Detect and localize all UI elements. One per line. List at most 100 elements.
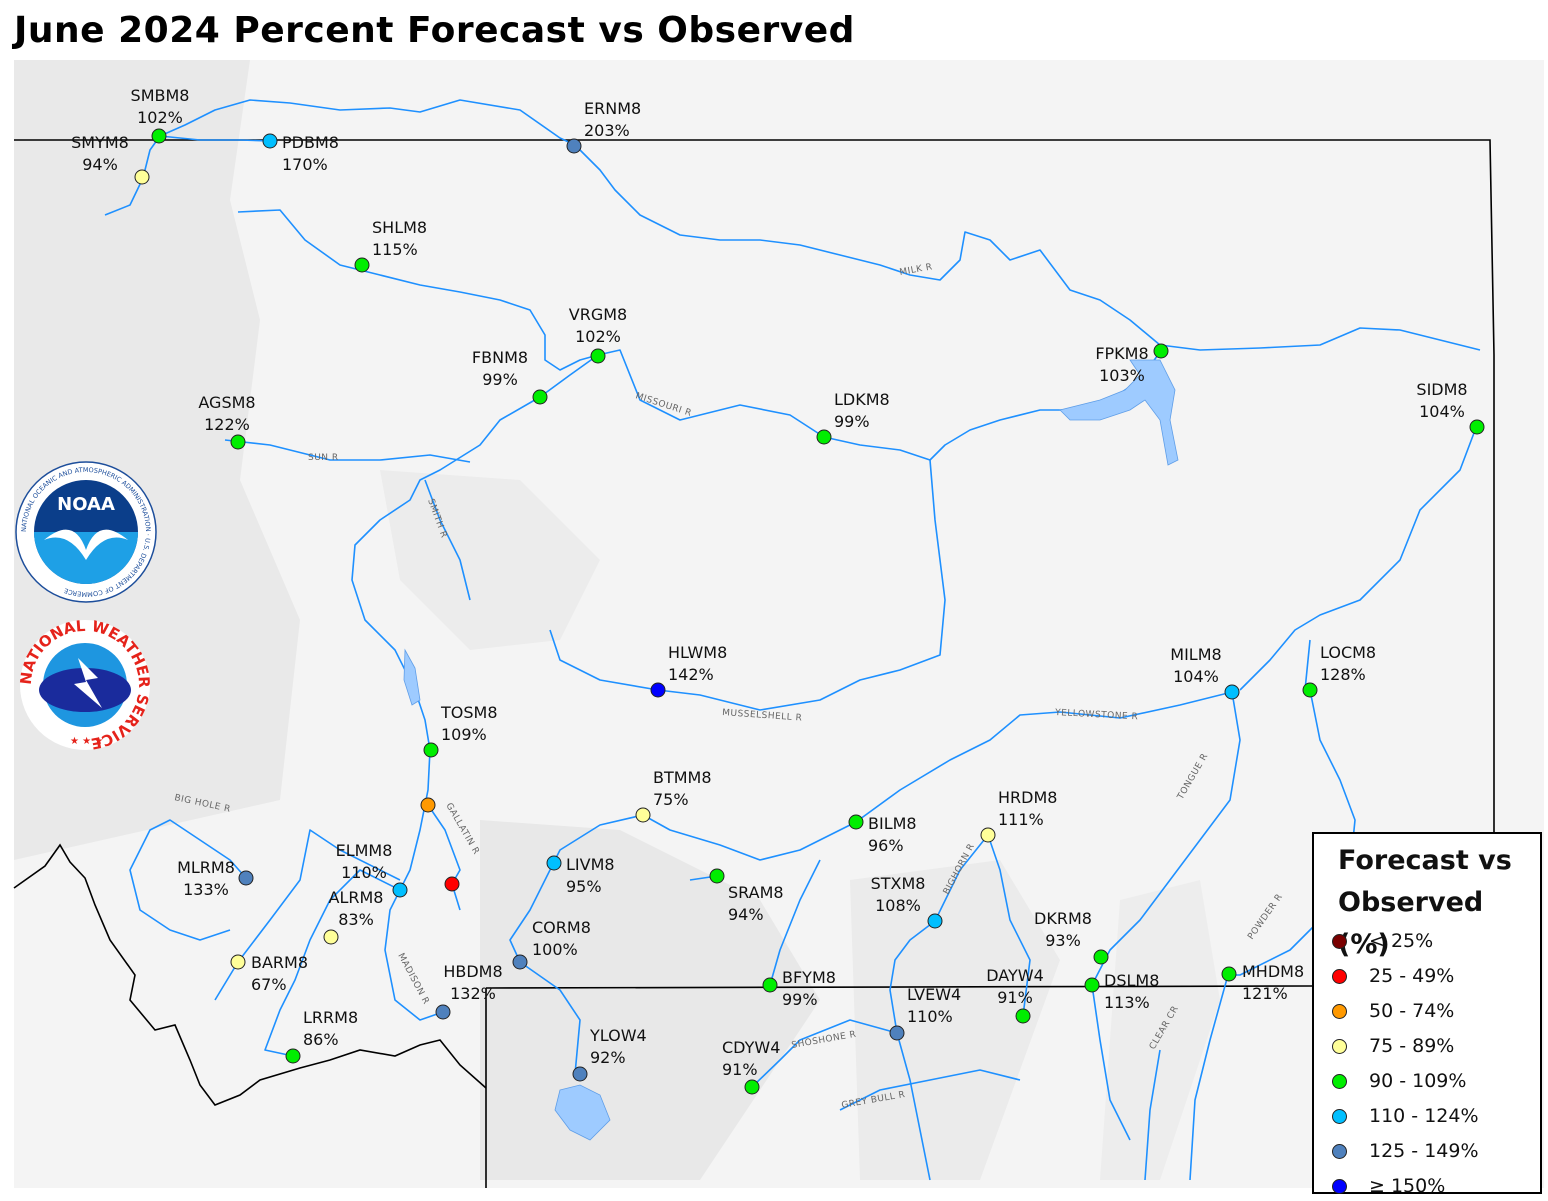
station-marker[interactable] <box>573 1067 587 1081</box>
station-id-label: LVEW4 <box>907 985 961 1004</box>
nws-logo: NATIONAL WEATHER SERVICE ★ ★ ★ <box>18 618 152 752</box>
station-id-label: CDYW4 <box>722 1038 780 1057</box>
station-id-label: CORM8 <box>532 918 591 937</box>
legend-swatch <box>1332 1179 1347 1194</box>
station-value-label: 104% <box>1419 402 1465 421</box>
station-id-label: BILM8 <box>868 814 917 833</box>
station-id-label: SHLM8 <box>372 218 427 237</box>
station-value-label: 102% <box>575 327 621 346</box>
station-marker[interactable] <box>239 871 253 885</box>
legend-title-line1: Forecast vs <box>1338 840 1540 882</box>
station-value-label: 94% <box>728 905 764 924</box>
station-marker[interactable] <box>263 134 277 148</box>
station-marker[interactable] <box>928 914 942 928</box>
station-marker[interactable] <box>424 743 438 757</box>
station-value-label: 95% <box>566 877 602 896</box>
legend-item: < 25% <box>1332 926 1433 956</box>
station-marker[interactable] <box>1016 1009 1030 1023</box>
station-marker[interactable] <box>651 683 665 697</box>
station-id-label: ELMM8 <box>336 841 393 860</box>
station-marker[interactable] <box>436 1005 450 1019</box>
station-id-label: DKRM8 <box>1034 909 1092 928</box>
legend-item: 110 - 124% <box>1332 1101 1479 1131</box>
station-value-label: 110% <box>907 1007 953 1026</box>
station-value-label: 122% <box>204 415 250 434</box>
station-id-label: LIVM8 <box>566 855 615 874</box>
legend-label: 90 - 109% <box>1369 1070 1466 1092</box>
station-value-label: 94% <box>82 155 118 174</box>
station-id-label: ERNM8 <box>584 99 641 118</box>
station-marker[interactable] <box>710 869 724 883</box>
station-marker[interactable] <box>1154 344 1168 358</box>
station-marker[interactable] <box>286 1049 300 1063</box>
legend-item: 50 - 74% <box>1332 996 1454 1026</box>
station-value-label: 203% <box>584 121 630 140</box>
station-value-label: 86% <box>303 1030 339 1049</box>
station-id-label: SMYM8 <box>71 133 129 152</box>
legend-label: 110 - 124% <box>1369 1105 1479 1127</box>
station-id-label: TOSM8 <box>440 703 498 722</box>
station-id-label: STXM8 <box>871 874 926 893</box>
legend-swatch <box>1332 1074 1347 1089</box>
station-value-label: 111% <box>998 810 1044 829</box>
station-marker[interactable] <box>591 349 605 363</box>
station-gallatin-unlabeled-1[interactable] <box>421 798 435 812</box>
station-marker[interactable] <box>324 930 338 944</box>
station-id-label: FBNM8 <box>472 348 528 367</box>
station-marker[interactable] <box>636 808 650 822</box>
station-value-label: 99% <box>782 990 818 1009</box>
legend-swatch <box>1332 934 1347 949</box>
station-marker[interactable] <box>445 877 459 891</box>
station-marker[interactable] <box>393 883 407 897</box>
station-marker[interactable] <box>981 828 995 842</box>
station-id-label: MILM8 <box>1170 645 1221 664</box>
station-marker[interactable] <box>231 435 245 449</box>
station-marker[interactable] <box>135 170 149 184</box>
station-id-label: MHDM8 <box>1242 962 1304 981</box>
station-marker[interactable] <box>890 1026 904 1040</box>
station-marker[interactable] <box>745 1080 759 1094</box>
station-value-label: 102% <box>137 108 183 127</box>
station-marker[interactable] <box>849 815 863 829</box>
station-marker[interactable] <box>152 129 166 143</box>
station-marker[interactable] <box>1094 950 1108 964</box>
legend-item: 25 - 49% <box>1332 961 1454 991</box>
station-marker[interactable] <box>513 955 527 969</box>
station-marker[interactable] <box>817 430 831 444</box>
station-gallatin-unlabeled-2[interactable] <box>445 877 459 891</box>
station-id-label: HBDM8 <box>443 962 502 981</box>
station-marker[interactable] <box>355 258 369 272</box>
station-value-label: 67% <box>251 975 287 994</box>
station-id-label: LRRM8 <box>303 1008 358 1027</box>
station-id-label: SMBM8 <box>131 86 190 105</box>
station-value-label: 93% <box>1045 931 1081 950</box>
station-marker[interactable] <box>231 955 245 969</box>
station-id-label: PDBM8 <box>282 133 339 152</box>
station-value-label: 75% <box>653 790 689 809</box>
station-value-label: 108% <box>875 896 921 915</box>
station-value-label: 132% <box>450 984 496 1003</box>
station-id-label: SIDM8 <box>1416 380 1467 399</box>
station-id-label: ALRM8 <box>329 888 384 907</box>
station-value-label: 110% <box>341 863 387 882</box>
station-marker[interactable] <box>1085 978 1099 992</box>
station-id-label: VRGM8 <box>569 305 627 324</box>
station-id-label: FPKM8 <box>1095 344 1148 363</box>
station-marker[interactable] <box>547 856 561 870</box>
station-marker[interactable] <box>421 798 435 812</box>
station-id-label: BARM8 <box>251 953 308 972</box>
station-marker[interactable] <box>1303 683 1317 697</box>
station-marker[interactable] <box>1225 685 1239 699</box>
legend-swatch <box>1332 1004 1347 1019</box>
station-value-label: 92% <box>590 1048 626 1067</box>
station-value-label: 109% <box>441 725 487 744</box>
river-label-sun: SUN R <box>308 453 339 463</box>
station-value-label: 91% <box>997 988 1033 1007</box>
station-marker[interactable] <box>763 978 777 992</box>
station-marker[interactable] <box>1222 967 1236 981</box>
legend-label: 125 - 149% <box>1369 1140 1479 1162</box>
station-marker[interactable] <box>1470 420 1484 434</box>
station-id-label: HRDM8 <box>998 788 1057 807</box>
station-marker[interactable] <box>533 390 547 404</box>
station-marker[interactable] <box>567 139 581 153</box>
